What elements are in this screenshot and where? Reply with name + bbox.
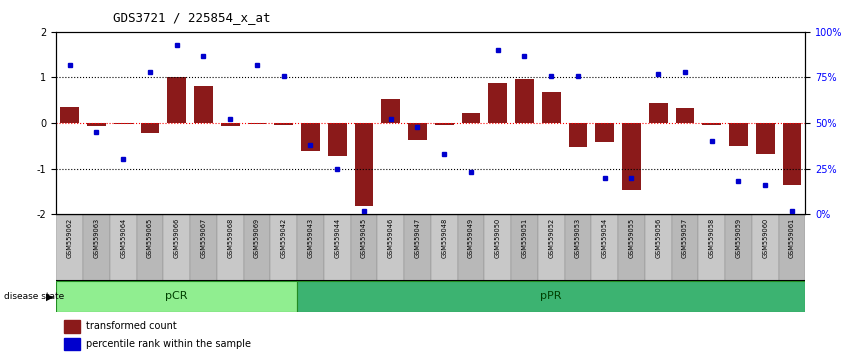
Text: GSM559063: GSM559063 — [94, 217, 100, 258]
Text: GSM559057: GSM559057 — [682, 217, 688, 258]
Text: GSM559064: GSM559064 — [120, 217, 126, 258]
Bar — [698, 214, 725, 281]
Text: percentile rank within the sample: percentile rank within the sample — [87, 339, 251, 349]
Text: GSM559055: GSM559055 — [629, 217, 635, 258]
Bar — [649, 103, 668, 123]
Text: GSM559054: GSM559054 — [602, 217, 608, 258]
Bar — [569, 123, 587, 147]
Text: GSM559050: GSM559050 — [494, 217, 501, 258]
Text: GSM559042: GSM559042 — [281, 217, 287, 258]
Text: GSM559056: GSM559056 — [656, 217, 662, 258]
Bar — [270, 214, 297, 281]
Bar — [301, 123, 320, 151]
Text: GSM559058: GSM559058 — [708, 217, 714, 258]
Bar — [275, 123, 293, 125]
Text: GSM559062: GSM559062 — [67, 217, 73, 258]
Text: GSM559049: GSM559049 — [468, 217, 474, 258]
Text: GSM559061: GSM559061 — [789, 217, 795, 258]
Bar — [622, 123, 641, 190]
Bar — [511, 214, 538, 281]
Bar — [64, 338, 81, 350]
Bar — [83, 214, 110, 281]
Bar — [515, 79, 533, 123]
Bar — [167, 78, 186, 123]
Bar — [110, 214, 137, 281]
Bar — [140, 123, 159, 133]
Bar — [618, 214, 645, 281]
Text: GSM559047: GSM559047 — [415, 217, 421, 258]
Text: GSM559045: GSM559045 — [361, 217, 367, 258]
Bar — [435, 123, 454, 125]
Bar — [756, 123, 774, 154]
Bar — [221, 123, 240, 126]
Bar — [565, 214, 591, 281]
Bar — [248, 123, 267, 124]
Bar — [457, 214, 484, 281]
Bar — [591, 214, 618, 281]
Bar — [328, 123, 346, 156]
Text: GSM559069: GSM559069 — [254, 217, 260, 258]
Bar — [645, 214, 672, 281]
Text: GDS3721 / 225854_x_at: GDS3721 / 225854_x_at — [113, 11, 270, 24]
Bar — [725, 214, 752, 281]
Bar — [56, 281, 297, 312]
Bar — [216, 214, 243, 281]
Bar — [324, 214, 351, 281]
Bar — [297, 214, 324, 281]
Bar — [484, 214, 511, 281]
Text: GSM559059: GSM559059 — [735, 217, 741, 258]
Text: GSM559053: GSM559053 — [575, 217, 581, 258]
Bar — [431, 214, 457, 281]
Bar — [404, 214, 431, 281]
Text: disease state: disease state — [4, 292, 65, 301]
Text: ▶: ▶ — [46, 292, 54, 302]
Text: transformed count: transformed count — [87, 321, 177, 331]
Bar — [137, 214, 164, 281]
Text: GSM559044: GSM559044 — [334, 217, 340, 258]
Text: GSM559043: GSM559043 — [307, 217, 313, 258]
Bar — [351, 214, 378, 281]
Text: GSM559051: GSM559051 — [521, 217, 527, 258]
Bar — [729, 123, 748, 146]
Bar — [381, 99, 400, 123]
Bar — [783, 123, 801, 184]
Bar — [87, 123, 106, 126]
Text: GSM559060: GSM559060 — [762, 217, 768, 258]
Text: GSM559066: GSM559066 — [174, 217, 179, 258]
Text: GSM559067: GSM559067 — [200, 217, 206, 258]
Text: pCR: pCR — [165, 291, 188, 302]
Bar — [779, 214, 805, 281]
Bar — [194, 86, 213, 123]
Bar — [354, 123, 373, 206]
Bar — [113, 123, 132, 124]
Bar — [64, 320, 81, 333]
Bar — [56, 214, 83, 281]
Bar — [675, 108, 695, 123]
Bar — [595, 123, 614, 142]
Bar — [542, 92, 560, 123]
Bar — [190, 214, 216, 281]
Bar — [378, 214, 404, 281]
Bar — [488, 83, 507, 123]
Bar — [672, 214, 698, 281]
Bar — [164, 214, 190, 281]
Bar — [538, 214, 565, 281]
Text: GSM559046: GSM559046 — [388, 217, 394, 258]
Text: pPR: pPR — [540, 291, 562, 302]
Bar — [408, 123, 427, 140]
Text: GSM559068: GSM559068 — [227, 217, 233, 258]
Bar — [61, 107, 79, 123]
Text: GSM559052: GSM559052 — [548, 217, 554, 258]
Bar — [702, 123, 721, 125]
Text: GSM559048: GSM559048 — [441, 217, 447, 258]
Text: GSM559065: GSM559065 — [147, 217, 153, 258]
Bar — [297, 281, 805, 312]
Bar — [752, 214, 779, 281]
Bar — [243, 214, 270, 281]
Bar — [462, 113, 481, 123]
